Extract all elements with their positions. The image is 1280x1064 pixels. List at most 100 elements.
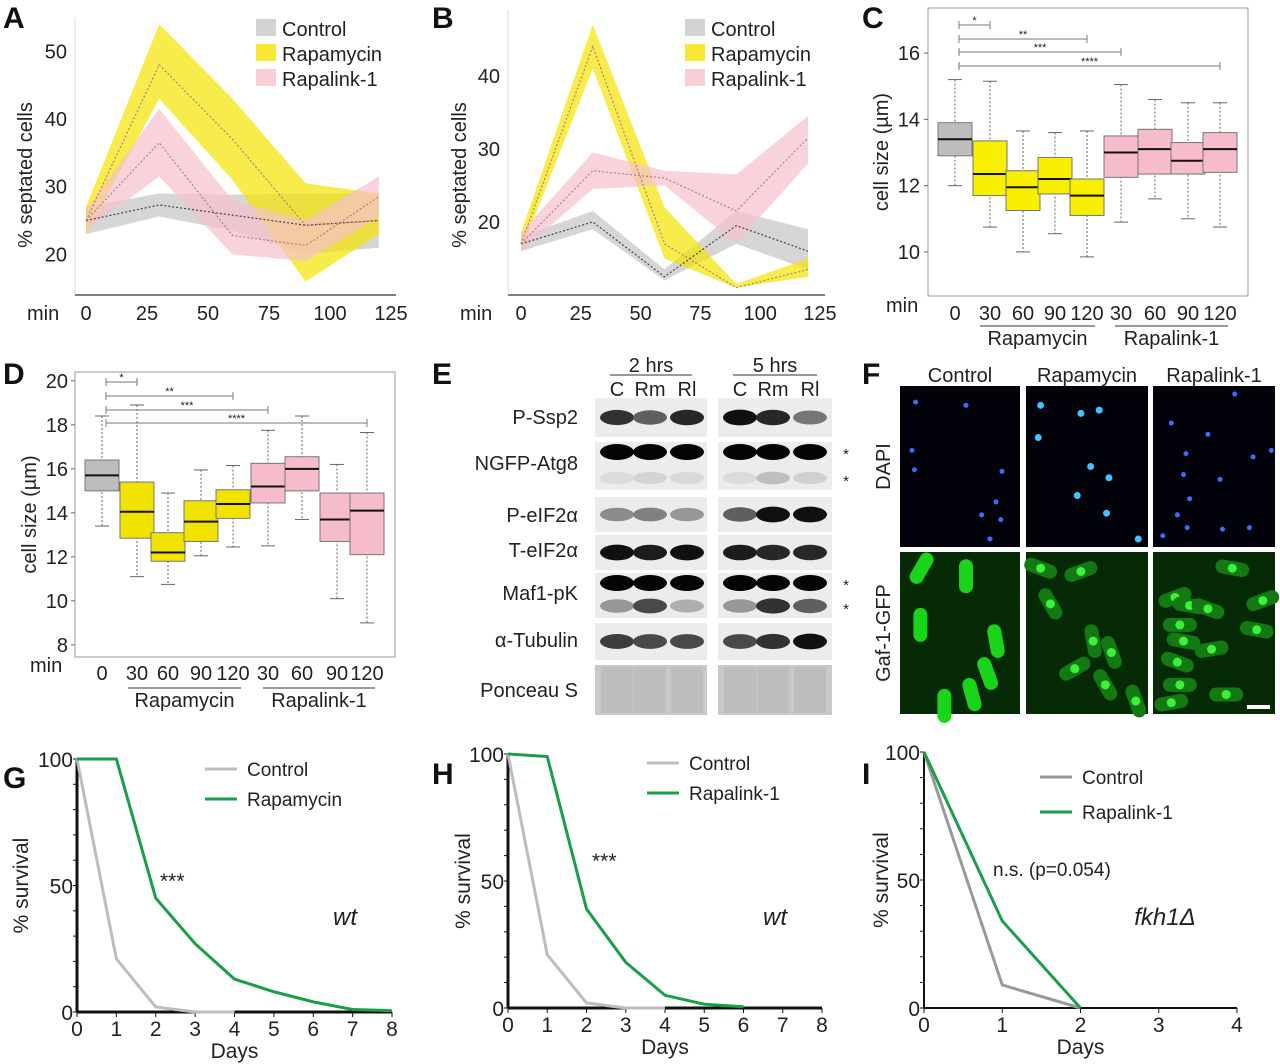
nucleus (1246, 525, 1252, 531)
nuclear-gfp-signal (1088, 636, 1098, 646)
significance-annotation: *** (592, 850, 617, 873)
lane-label: Rl (801, 379, 820, 401)
legend-swatch (256, 69, 276, 86)
x-axis-label: min (27, 303, 59, 325)
panel-label-h: H (432, 758, 454, 791)
significance-label: **** (1081, 56, 1099, 68)
panel-label-d: D (3, 358, 25, 391)
significance-annotation: *** (160, 870, 185, 893)
ponceau-lane (634, 667, 666, 713)
protein-band (723, 507, 757, 522)
y-tick-label: 10 (46, 591, 68, 613)
survival-line-rapalink-1 (507, 752, 744, 1009)
x-tick-label: 0 (96, 663, 107, 685)
nuclear-gfp-signal (1036, 563, 1046, 573)
protein-band (670, 544, 704, 561)
nuclear-gfp-signal (1207, 644, 1217, 654)
y-axis-label: % survival (870, 832, 893, 928)
box-0 (84, 415, 120, 527)
protein-band (600, 599, 634, 613)
protein-band (793, 633, 827, 650)
blot-row: Ponceau S (480, 665, 832, 715)
timepoint-label: 5 hrs (753, 355, 797, 377)
nucleus (1174, 512, 1180, 518)
group-label: Rapalink-1 (1124, 328, 1220, 350)
x-tick-label: 5 (268, 1018, 280, 1041)
box-3 (1037, 132, 1073, 235)
blot-row: P-eIF2α (506, 497, 832, 532)
x-tick-label: 125 (374, 303, 407, 325)
y-tick-label: 50 (481, 871, 504, 894)
x-tick-label: 90 (326, 663, 348, 685)
significance-label: **** (228, 413, 246, 425)
ponceau-lane (671, 667, 703, 713)
survival-line-control (75, 758, 235, 1014)
dapi-image (1026, 386, 1148, 547)
x-tick-label: 8 (386, 1018, 398, 1041)
mean-line-rapalink-1 (520, 137, 809, 245)
panel-f-microscopy: Control Rapamycin Rapalink-1 DAPI Gaf-1-GFP (873, 365, 1280, 723)
nuclear-gfp-signal (1221, 690, 1231, 700)
protein-band (756, 409, 790, 426)
nuclear-gfp-signal (1166, 698, 1176, 708)
nucleus (1183, 451, 1189, 457)
x-axis-label: min (886, 295, 918, 317)
box-iqr (972, 140, 1008, 197)
y-tick-label: 50 (897, 870, 920, 893)
cell (962, 677, 982, 712)
box-7 (1170, 102, 1206, 220)
x-tick-label: 7 (777, 1014, 789, 1037)
nuclear-gfp-signal (1131, 696, 1141, 706)
protein-band (633, 598, 667, 614)
x-tick-label: 1 (541, 1014, 553, 1037)
x-tick-label: 4 (1231, 1014, 1243, 1037)
plot-frame (927, 7, 1249, 297)
significance-bracket (105, 392, 234, 400)
x-tick-label: 30 (257, 663, 279, 685)
x-tick-label: 0 (515, 303, 526, 325)
legend-label: Control (689, 754, 750, 775)
significance-bracket (958, 21, 991, 29)
protein-band (600, 409, 634, 426)
significance-bracket (105, 378, 138, 386)
protein-band (793, 544, 827, 561)
y-tick-label: 18 (46, 415, 68, 437)
column-label: Rapamycin (1037, 365, 1137, 387)
nuclear-gfp-signal (1172, 657, 1182, 667)
protein-band (633, 410, 667, 425)
y-tick-label: 10 (898, 242, 920, 264)
blot-row-label: α-Tubulin (495, 630, 578, 652)
nuclear-gfp-signal (1070, 664, 1080, 674)
x-tick-label: 0 (502, 1014, 514, 1037)
x-tick-label: 6 (738, 1014, 750, 1037)
y-tick-label: 14 (898, 109, 920, 131)
nuclear-gfp-signal (1252, 625, 1262, 635)
x-axis-label: Days (211, 1040, 259, 1063)
blot-row-label: Ponceau S (480, 680, 578, 702)
box-iqr (284, 456, 320, 492)
column-label: Control (928, 365, 992, 387)
protein-band (793, 471, 827, 485)
band-rapamycin (86, 24, 379, 282)
nucleus (1037, 401, 1045, 409)
group-label: Rapamycin (134, 690, 234, 712)
box-iqr (150, 532, 186, 562)
cell (977, 657, 999, 690)
nuclear-gfp-signal (1227, 563, 1237, 573)
box-1 (972, 80, 1008, 228)
nucleus (963, 402, 969, 408)
nuclear-gfp-signal (1179, 636, 1188, 646)
protein-band (756, 544, 790, 561)
protein-band (670, 575, 704, 591)
nucleus (1077, 409, 1085, 417)
protein-band (600, 471, 634, 485)
nucleus (1160, 533, 1166, 539)
x-tick-label: 100 (744, 303, 777, 325)
timepoint-label: 2 hrs (629, 355, 673, 377)
protein-band (600, 444, 634, 460)
panel-g-chart: 0 1 2 3 4 5 6 7 8 0 50 100 Control Rapamycin *** wt Days… (10, 749, 398, 1063)
nucleus (1220, 526, 1226, 532)
y-tick-label: 16 (898, 43, 920, 65)
